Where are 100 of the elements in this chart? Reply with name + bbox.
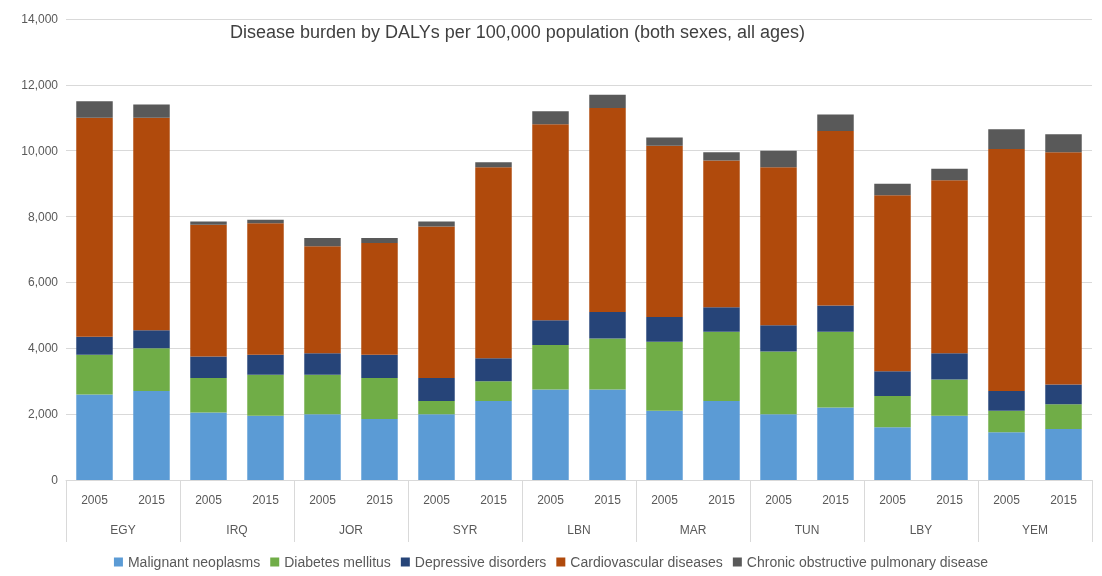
bar [817,130,854,306]
y-tick-label: 12,000 [21,77,59,92]
bar [703,307,740,332]
bar [931,415,968,480]
bar [475,162,512,168]
text: MAR [679,523,707,537]
y-tick-label: 8,000 [27,209,59,224]
bar [646,410,683,480]
bar [589,338,626,390]
bar [646,317,683,342]
bar [475,358,512,382]
bar [76,394,113,480]
bar [532,320,569,345]
x-tick-label: 2005 [81,493,109,507]
bar [817,407,854,480]
bar [133,348,170,392]
bar [133,391,170,480]
y-tick-label: 4,000 [27,341,59,356]
bar [1045,134,1082,153]
bar [988,410,1025,433]
bar [760,167,797,326]
x-tick-label: 2005 [423,493,451,507]
x-tick-label: 2005 [309,493,337,507]
bar [532,389,569,480]
bar [874,183,911,196]
bar [418,400,455,415]
text: EGY [110,523,136,537]
bar [361,419,398,480]
bar [247,415,284,480]
x-tick-label: 2005 [651,493,679,507]
bar [703,400,740,480]
bar [190,356,227,378]
bar [931,379,968,416]
bar [874,427,911,480]
bar [76,117,113,337]
bar [931,168,968,181]
text: LBN [567,523,591,537]
bar [361,354,398,378]
bar [133,117,170,331]
bar [304,237,341,247]
bar [475,167,512,359]
bar [817,305,854,332]
bar [760,150,797,168]
text: TUN [794,523,820,537]
legend-label: Depressive disorders [414,554,547,570]
y-tick-label: 6,000 [27,275,59,290]
y-tick-label: 2,000 [27,407,59,422]
bar [931,180,968,354]
bar [817,331,854,408]
bar [361,242,398,355]
x-tick-label: 2005 [765,493,793,507]
bar [703,331,740,401]
bar [874,396,911,428]
bar [133,330,170,349]
bar [646,137,683,146]
bar [418,414,455,480]
bar [931,353,968,380]
y-tick-label: 10,000 [21,143,59,158]
bar [703,152,740,161]
bar [133,104,170,118]
bar [532,344,569,390]
bar [247,374,284,416]
chart-title: Disease burden by DALYs per 100,000 population (both sexes, all ages) [230,22,806,42]
bar [247,354,284,375]
x-tick-label: 2015 [708,493,736,507]
bar [988,129,1025,150]
bar [418,226,455,378]
bar [532,124,569,321]
x-tick-label: 2015 [138,493,166,507]
legend-label: Cardiovascular diseases [570,554,723,570]
bar [589,389,626,480]
bar [703,160,740,308]
bar [589,107,626,313]
bar [475,381,512,401]
x-tick-label: 2005 [879,493,907,507]
bar [1045,384,1082,405]
bar [1045,152,1082,385]
bar [988,432,1025,480]
bar [1045,404,1082,429]
y-tick-label: 14,000 [21,12,59,26]
bar [646,341,683,411]
bar [817,114,854,131]
bar [304,374,341,415]
bar [190,224,227,357]
bar [646,145,683,317]
text: SYR [452,523,478,537]
bar [190,221,227,225]
bar [475,400,512,480]
bar [304,353,341,375]
text: IRQ [226,523,248,537]
bar [247,219,284,224]
text: LBY [909,523,933,537]
legend-label: Malignant neoplasms [127,554,261,570]
bar [361,237,398,243]
x-tick-label: 2005 [993,493,1021,507]
bar [247,223,284,355]
legend-label: Diabetes mellitus [284,554,391,570]
x-tick-label: 2005 [537,493,565,507]
x-tick-label: 2015 [594,493,622,507]
bar [418,377,455,401]
